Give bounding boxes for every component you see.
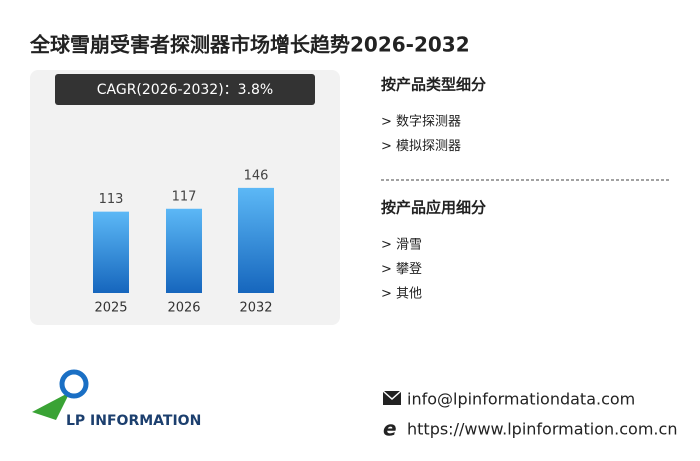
title: 全球雪崩受害者探测器市场增长趋势2026-2032 [29,33,470,57]
segment-item: > 模拟探测器 [381,139,461,154]
bar [238,187,274,293]
segment-item: > 攀登 [381,262,422,277]
bar-chart: 113 2025 117 2026 146 2032 [93,168,274,316]
email: info@lpinformationdata.com [407,390,635,409]
segment-item: > 其他 [381,287,422,302]
value-label: 117 [172,189,197,204]
logo-mark [32,392,70,420]
bar [166,208,202,293]
logo-ring [59,369,89,399]
cagr-badge [55,74,315,105]
bar [93,211,129,293]
cagr-text: CAGR(2026-2032)：3.8% [97,82,273,98]
logo: LP INFORMATION [32,369,201,429]
segment-item: > 数字探测器 [381,115,461,130]
segment-item: > 滑雪 [381,238,422,253]
value-label: 113 [99,192,124,207]
logo-text: LP INFORMATION [66,413,201,429]
x-tick-label: 2025 [94,301,127,316]
website: https://www.lpinformation.com.cn [407,420,677,439]
x-tick-label: 2032 [239,301,272,316]
web-icon: e [383,417,397,441]
segment-heading: 按产品类型细分 [381,76,486,94]
segment-heading: 按产品应用细分 [381,199,486,217]
email-icon [382,390,402,405]
value-label: 146 [244,168,269,183]
x-tick-label: 2026 [167,301,200,316]
